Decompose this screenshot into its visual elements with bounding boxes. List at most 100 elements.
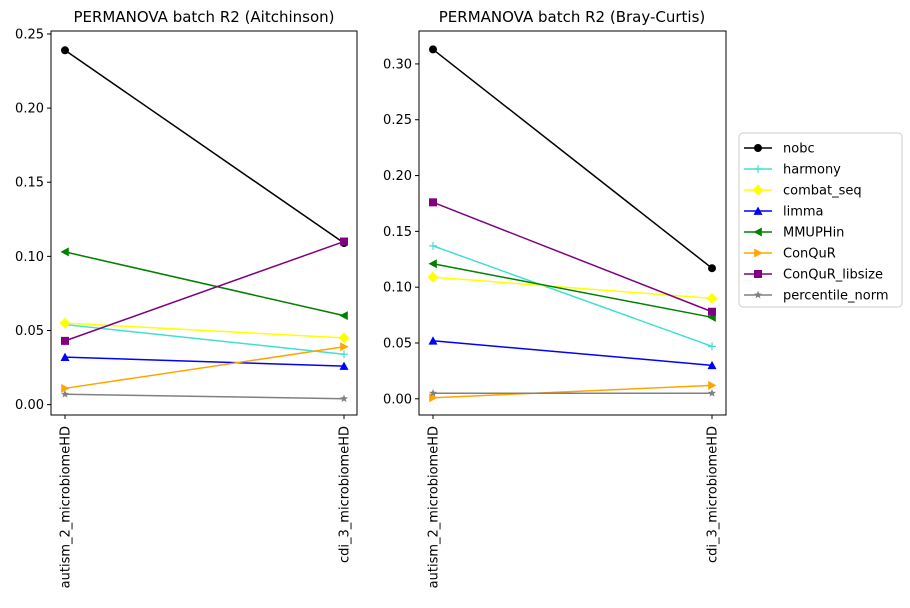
y-tick-label: 0.25 [15,27,44,42]
series-mmuphin [60,247,348,321]
series-conqur-libsize [61,237,348,345]
legend-marker [754,290,762,299]
data-point-limma [428,336,438,345]
x-tick-label: autism_2_microbiomeHD [427,426,442,588]
legend-label: limma [783,205,824,220]
data-point-nobc [429,45,437,54]
plot-frame [418,30,727,416]
legend-marker [754,248,763,258]
legend-item-mmuphin: MMUPHin [744,226,844,241]
data-point-mmuphin [60,247,69,257]
y-tick-label: 0.15 [15,176,44,191]
series-line-conqur-libsize [432,201,713,313]
x-tick-label: autism_2_microbiomeHD [59,426,74,588]
data-point-limma [60,352,70,362]
legend-item-nobc: nobc [744,142,815,157]
data-point-combat-seq [59,317,71,329]
data-point-limma [339,361,349,370]
legend-marker [752,184,764,196]
legend-item-limma: limma [744,205,824,220]
series-line-harmony [432,245,713,348]
legend-marker [754,270,762,278]
y-tick-label: 0.05 [383,337,412,352]
series-line-nobc [432,48,713,269]
series-line-mmuphin [64,251,345,317]
series-percentile-norm [429,389,716,397]
series-harmony [429,241,716,351]
legend-item-conqur-libsize: ConQuR_libsize [744,268,883,283]
legend-label: nobc [783,142,815,157]
data-point-combat-seq [338,332,350,344]
legend-item-combat-seq: combat_seq [744,184,862,199]
data-point-conqur-libsize [708,307,716,316]
series-line-limma [432,340,713,367]
data-point-combat-seq [427,271,439,283]
series-combat-seq [59,317,350,344]
data-point-conqur [708,380,717,390]
legend-label: harmony [783,163,841,178]
legend-marker [754,165,762,173]
y-tick-label: 0.20 [15,102,44,117]
series-limma [428,336,717,370]
series-limma [60,352,349,370]
x-tick-label: cdi_3_microbiomeHD [338,426,353,563]
data-point-conqur [340,342,349,352]
legend-marker [753,227,762,237]
data-point-mmuphin [428,259,437,269]
legend-marker [754,144,762,152]
data-point-limma [707,360,717,370]
y-tick-label: 0.25 [383,113,412,128]
legend-label: combat_seq [783,184,862,199]
data-point-harmony [340,350,348,359]
legend-label: percentile_norm [783,289,889,304]
chart-panel-bray-curtis: PERMANOVA batch R2 (Bray-Curtis) 0.00 0.0… [383,8,727,588]
y-tick-label: 0.10 [15,250,44,265]
series-combat-seq [427,271,718,304]
y-tick-label: 0.05 [15,324,44,339]
series-line-nobc [64,49,345,244]
data-point-conqur-libsize [61,336,69,345]
data-point-conqur [61,383,70,393]
legend-item-conqur: ConQuR [744,247,836,262]
data-point-percentile-norm [708,389,716,397]
series-percentile-norm [61,390,348,403]
data-point-conqur-libsize [429,198,437,207]
data-point-mmuphin [339,311,348,321]
data-point-percentile-norm [429,389,437,397]
legend-label: MMUPHin [783,226,844,241]
data-point-percentile-norm [340,394,348,403]
legend-marker [753,206,763,215]
y-tick-label: 0.15 [383,225,412,240]
data-point-percentile-norm [61,390,69,398]
plot-area [419,31,726,415]
series-line-conqur [64,346,345,390]
series-nobc [429,45,716,273]
series-line-mmuphin [432,263,713,319]
chart-title: PERMANOVA batch R2 (Aitchinson) [73,8,334,26]
data-point-combat-seq [706,292,718,304]
data-point-nobc [61,46,69,55]
series-conqur [61,342,349,393]
series-line-limma [64,356,345,367]
data-point-harmony [429,241,437,250]
y-tick-label: 0.30 [383,57,412,72]
series-line-percentile-norm [64,393,345,400]
data-point-nobc [708,264,716,273]
legend-item-harmony: harmony [744,163,841,178]
data-point-conqur-libsize [340,237,348,246]
data-point-harmony [708,342,716,351]
series-line-combat-seq [64,322,345,339]
y-tick-label: 0.10 [383,281,412,296]
x-tick-label: cdi_3_microbiomeHD [706,426,721,563]
y-tick-label: 0.20 [383,169,412,184]
chart-panel-aitchinson: PERMANOVA batch R2 (Aitchinson) 0.00 0.05… [15,8,358,588]
series-line-conqur [432,384,713,399]
legend-frame [738,132,903,308]
plot-area [51,31,357,415]
chart-title: PERMANOVA batch R2 (Bray-Curtis) [439,8,705,26]
legend-label: ConQuR_libsize [783,268,883,283]
y-tick-label: 0.00 [383,392,412,407]
series-line-harmony [64,323,345,355]
